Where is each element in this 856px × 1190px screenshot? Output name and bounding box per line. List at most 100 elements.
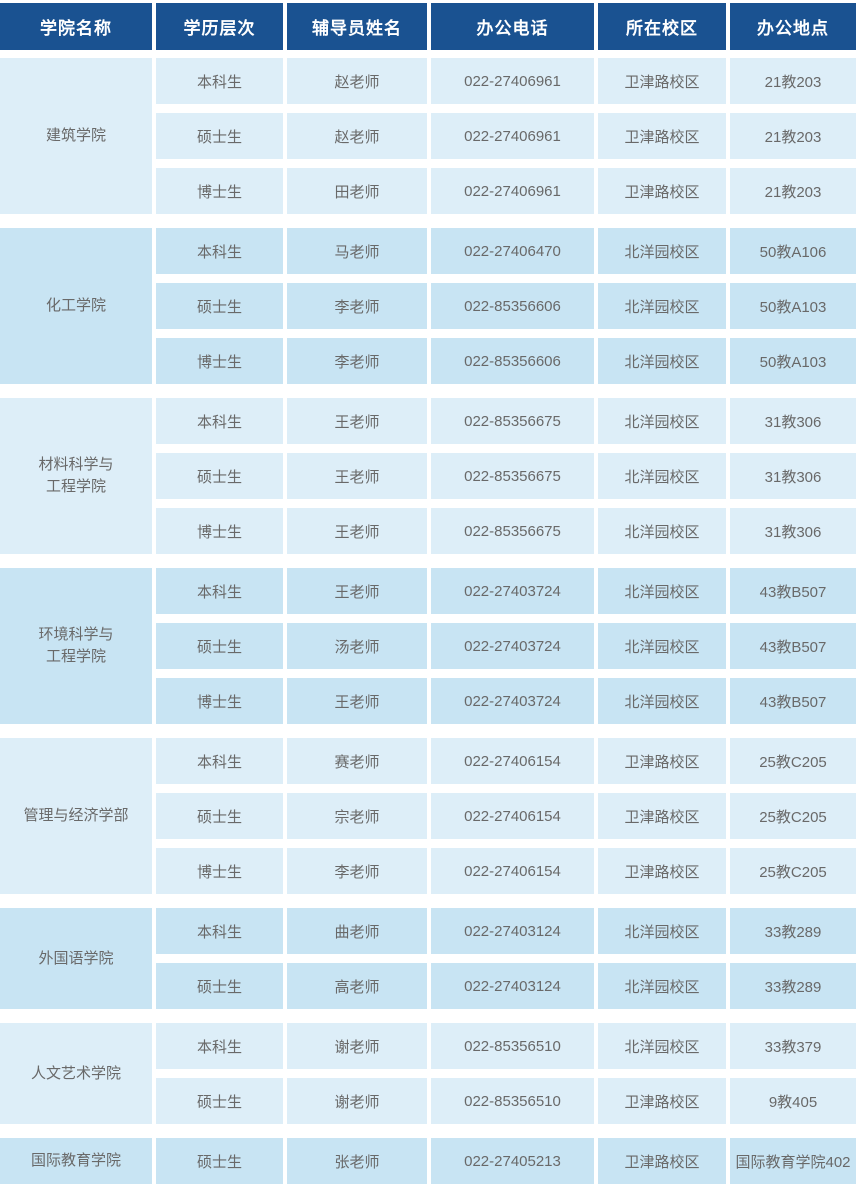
campus-cell: 北洋园校区	[598, 678, 726, 724]
campus-cell: 卫津路校区	[598, 1138, 726, 1184]
office-phone-cell: 022-27403124	[431, 908, 594, 954]
degree-level-cell: 博士生	[156, 168, 283, 214]
office-phone-cell: 022-27406470	[431, 228, 594, 274]
office-location-cell: 43教B507	[730, 568, 856, 614]
college-name-cell: 建筑学院	[0, 58, 152, 214]
campus-cell: 卫津路校区	[598, 58, 726, 104]
office-location-cell: 31教306	[730, 453, 856, 499]
table-header-row: 学院名称 学历层次 辅导员姓名 办公电话 所在校区 办公地点	[0, 3, 856, 50]
office-location-cell: 33教379	[730, 1023, 856, 1069]
degree-level-cell: 硕士生	[156, 113, 283, 159]
counselor-name-cell: 马老师	[287, 228, 427, 274]
office-location-cell: 25教C205	[730, 793, 856, 839]
office-phone-cell: 022-27406154	[431, 793, 594, 839]
college-name-cell: 环境科学与 工程学院	[0, 568, 152, 724]
degree-level-cell: 博士生	[156, 508, 283, 554]
office-location-cell: 33教289	[730, 963, 856, 1009]
office-location-cell: 25教C205	[730, 738, 856, 784]
degree-level-cell: 硕士生	[156, 1138, 283, 1184]
office-location-cell: 43教B507	[730, 678, 856, 724]
office-location-cell: 33教289	[730, 908, 856, 954]
campus-cell: 卫津路校区	[598, 738, 726, 784]
degree-level-cell: 本科生	[156, 398, 283, 444]
office-phone-cell: 022-85356510	[431, 1023, 594, 1069]
office-location-cell: 31教306	[730, 398, 856, 444]
counselor-name-cell: 赵老师	[287, 113, 427, 159]
degree-level-cell: 本科生	[156, 228, 283, 274]
campus-cell: 北洋园校区	[598, 908, 726, 954]
table-body: 建筑学院 本科生 赵老师 022-27406961 卫津路校区 21教203 硕士生 赵老师 0…	[0, 58, 856, 1184]
counselor-name-cell: 王老师	[287, 678, 427, 724]
counselor-name-cell: 赛老师	[287, 738, 427, 784]
counselor-name-cell: 谢老师	[287, 1078, 427, 1124]
campus-cell: 北洋园校区	[598, 963, 726, 1009]
office-phone-cell: 022-85356606	[431, 338, 594, 384]
college-name-cell: 管理与经济学部	[0, 738, 152, 894]
office-phone-cell: 022-27406154	[431, 848, 594, 894]
office-phone-cell: 022-85356675	[431, 508, 594, 554]
campus-cell: 北洋园校区	[598, 623, 726, 669]
office-location-cell: 21教203	[730, 168, 856, 214]
college-name-cell: 外国语学院	[0, 908, 152, 1009]
office-phone-cell: 022-27403724	[431, 568, 594, 614]
office-phone-cell: 022-27403724	[431, 678, 594, 724]
college-group: 人文艺术学院 本科生 谢老师 022-85356510 北洋园校区 33教379 硕士生 谢老…	[0, 1023, 856, 1124]
office-location-cell: 21教203	[730, 58, 856, 104]
office-location-cell: 9教405	[730, 1078, 856, 1124]
degree-level-cell: 硕士生	[156, 283, 283, 329]
degree-level-cell: 博士生	[156, 848, 283, 894]
office-phone-cell: 022-27403124	[431, 963, 594, 1009]
column-header-office-location: 办公地点	[730, 3, 856, 50]
campus-cell: 卫津路校区	[598, 793, 726, 839]
degree-level-cell: 硕士生	[156, 793, 283, 839]
college-name-cell: 材料科学与 工程学院	[0, 398, 152, 554]
office-location-cell: 50教A103	[730, 338, 856, 384]
office-phone-cell: 022-27406961	[431, 168, 594, 214]
college-name-cell: 化工学院	[0, 228, 152, 384]
degree-level-cell: 本科生	[156, 738, 283, 784]
college-group: 国际教育学院 硕士生 张老师 022-27405213 卫津路校区 国际教育学院402	[0, 1138, 856, 1184]
college-group: 化工学院 本科生 马老师 022-27406470 北洋园校区 50教A106 硕士生 李老师…	[0, 228, 856, 384]
college-name-cell: 国际教育学院	[0, 1138, 152, 1184]
counselor-name-cell: 王老师	[287, 453, 427, 499]
college-group: 环境科学与 工程学院 本科生 王老师 022-27403724 北洋园校区 43教B507…	[0, 568, 856, 724]
counselor-name-cell: 王老师	[287, 398, 427, 444]
office-phone-cell: 022-85356510	[431, 1078, 594, 1124]
office-location-cell: 43教B507	[730, 623, 856, 669]
degree-level-cell: 硕士生	[156, 1078, 283, 1124]
campus-cell: 卫津路校区	[598, 1078, 726, 1124]
column-header-office-phone: 办公电话	[431, 3, 594, 50]
degree-level-cell: 硕士生	[156, 453, 283, 499]
office-phone-cell: 022-27406961	[431, 113, 594, 159]
degree-level-cell: 本科生	[156, 1023, 283, 1069]
office-phone-cell: 022-27403724	[431, 623, 594, 669]
counselor-name-cell: 谢老师	[287, 1023, 427, 1069]
office-phone-cell: 022-85356606	[431, 283, 594, 329]
degree-level-cell: 硕士生	[156, 623, 283, 669]
campus-cell: 卫津路校区	[598, 168, 726, 214]
office-location-cell: 国际教育学院402	[730, 1138, 856, 1184]
campus-cell: 北洋园校区	[598, 398, 726, 444]
campus-cell: 卫津路校区	[598, 113, 726, 159]
counselor-name-cell: 田老师	[287, 168, 427, 214]
counselor-name-cell: 王老师	[287, 508, 427, 554]
degree-level-cell: 本科生	[156, 58, 283, 104]
campus-cell: 北洋园校区	[598, 228, 726, 274]
office-location-cell: 25教C205	[730, 848, 856, 894]
office-location-cell: 50教A106	[730, 228, 856, 274]
campus-cell: 北洋园校区	[598, 508, 726, 554]
counselor-name-cell: 宗老师	[287, 793, 427, 839]
counselor-name-cell: 汤老师	[287, 623, 427, 669]
counselor-name-cell: 高老师	[287, 963, 427, 1009]
college-group: 材料科学与 工程学院 本科生 王老师 022-85356675 北洋园校区 31教306 硕…	[0, 398, 856, 554]
office-location-cell: 21教203	[730, 113, 856, 159]
counselor-name-cell: 张老师	[287, 1138, 427, 1184]
degree-level-cell: 硕士生	[156, 963, 283, 1009]
office-phone-cell: 022-27405213	[431, 1138, 594, 1184]
counselor-name-cell: 赵老师	[287, 58, 427, 104]
office-phone-cell: 022-27406154	[431, 738, 594, 784]
office-phone-cell: 022-85356675	[431, 398, 594, 444]
college-group: 管理与经济学部 本科生 赛老师 022-27406154 卫津路校区 25教C205 硕士生…	[0, 738, 856, 894]
campus-cell: 北洋园校区	[598, 453, 726, 499]
counselor-name-cell: 李老师	[287, 338, 427, 384]
